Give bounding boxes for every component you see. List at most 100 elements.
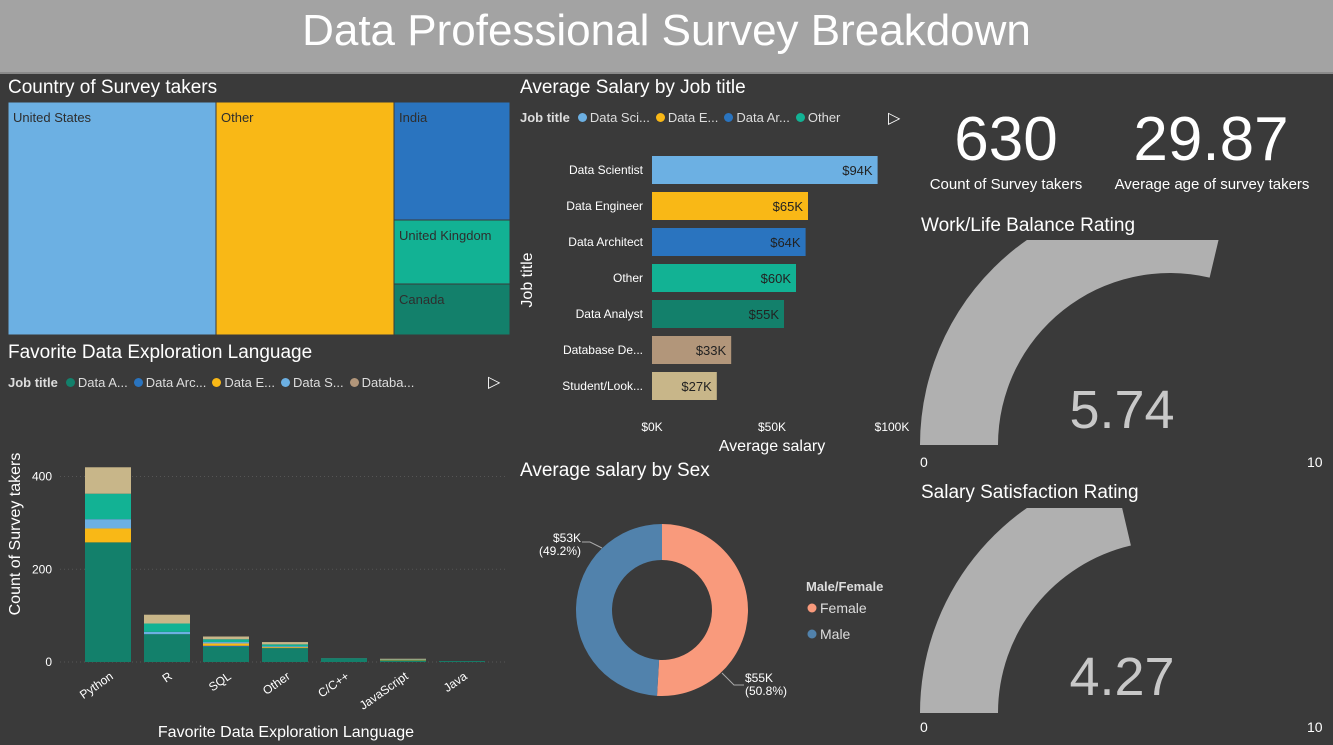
lang-bar-other-data-e[interactable] [262, 647, 308, 649]
donut-slice-female[interactable] [656, 524, 748, 696]
lang-bar-javascript-databa[interactable] [380, 658, 426, 660]
sex-salary-title: Average salary by Sex [520, 460, 710, 481]
lang-legend-next-icon[interactable]: ▷ [488, 374, 501, 391]
job-x-tick-label: $50K [758, 420, 786, 434]
gauge-worklife-title: Work/Life Balance Rating [921, 215, 1136, 236]
title-bar: Data Professional Survey Breakdown [0, 0, 1333, 74]
lang-x-tick-label: R [160, 669, 175, 686]
job-bar-data-architect[interactable] [652, 228, 806, 256]
job-bar-database-de[interactable] [652, 336, 732, 364]
country-treemap[interactable]: United States Other India United Kingdom Can… [0, 100, 515, 340]
lang-bar-other-databa[interactable] [262, 642, 308, 645]
job-legend-label: Data E... [667, 110, 719, 125]
lang-bar-other-data-a[interactable] [262, 648, 308, 662]
lang-bar-r-databa[interactable] [144, 614, 190, 624]
gauge-salary-arc [920, 508, 1131, 713]
job-legend-item[interactable]: Data E... [655, 110, 719, 125]
gauge-salary: 4.27 0 10 [920, 508, 1323, 735]
lang-legend-item[interactable]: Data A... [65, 375, 128, 390]
lang-legend-item[interactable]: Databa... [349, 375, 414, 390]
lang-bar-java-data-a[interactable] [439, 661, 485, 662]
lang-legend-item[interactable]: Data Arc... [133, 375, 207, 390]
lang-bar-other-data-s[interactable] [262, 646, 308, 648]
lang-bar-python-data-e[interactable] [85, 528, 131, 543]
treemap-cell-india[interactable] [393, 101, 511, 221]
lang-bar-python-data-s[interactable] [85, 519, 131, 529]
job-salary-chart: Data Scientist $94K Data Engineer $65K Data … [519, 156, 910, 455]
job-bar-other[interactable] [652, 264, 796, 292]
lang-x-tick-label: SQL [206, 669, 234, 694]
kpi-count-label: Count of Survey takers [929, 176, 1083, 193]
lang-legend-item[interactable]: Data S... [281, 375, 344, 390]
lang-bar-sql-databa[interactable] [203, 636, 249, 640]
donut-legend-label-female[interactable]: Female [820, 600, 867, 616]
job-salary-title: Average Salary by Job title [520, 77, 746, 98]
lang-bar-python-data-a[interactable] [85, 542, 131, 662]
sex-salary-chart: $55K(50.8%) $53K(49.2%) Male/Female Female M… [539, 524, 883, 698]
lang-bar-sql-data-s[interactable] [203, 642, 249, 644]
lang-chart-title: Favorite Data Exploration Language [8, 342, 313, 363]
job-bar-data-analyst[interactable] [652, 300, 784, 328]
job-legend-label: Other [807, 110, 841, 125]
treemap-label-other: Other [221, 110, 254, 125]
job-legend-item[interactable]: Data Ar... [724, 110, 790, 125]
job-bar-data-label: $27K [681, 379, 712, 394]
lang-legend-label: Data A... [77, 375, 128, 390]
kpi-age-label: Average age of survey takers [1114, 176, 1310, 193]
donut-legend-label-male[interactable]: Male [820, 626, 851, 642]
job-legend-label: Data Sci... [589, 110, 650, 125]
lang-legend-label: Data Arc... [145, 375, 207, 390]
lang-x-axis-title: Favorite Data Exploration Language [158, 724, 414, 741]
treemap-cell-other[interactable] [215, 101, 395, 336]
job-bar-category-label: Data Architect [568, 235, 643, 249]
treemap-cell-united-states[interactable] [7, 101, 217, 336]
donut-legend-title: Male/Female [806, 579, 883, 594]
job-legend-item[interactable]: Data Sci... [577, 110, 650, 125]
lang-bar-sql-data-a[interactable] [203, 646, 249, 662]
gauge-worklife-max: 10 [1307, 454, 1323, 470]
lang-bar-javascript-data-a[interactable] [380, 660, 426, 662]
treemap-cell-canada[interactable] [393, 283, 511, 336]
lang-bar-r-other[interactable] [144, 623, 190, 632]
job-legend-next-icon[interactable]: ▷ [888, 110, 901, 127]
job-bar-data-label: $94K [842, 163, 873, 178]
job-legend-item[interactable]: Other [795, 110, 841, 125]
lang-x-tick-label: Other [260, 669, 293, 698]
lang-bar-r-data-a[interactable] [144, 634, 190, 662]
job-salary-legend: Job title Data Sci... Data E... Data Ar...… [520, 110, 846, 125]
lang-legend-label: Data E... [224, 375, 275, 390]
job-legend-dot-icon [577, 113, 587, 122]
job-bar-student-look[interactable] [652, 372, 717, 400]
donut-slice-male[interactable] [576, 524, 662, 696]
job-bar-category-label: Data Engineer [566, 199, 643, 213]
job-bar-data-engineer[interactable] [652, 192, 808, 220]
job-bar-category-label: Data Scientist [569, 163, 644, 177]
lang-bar-sql-data-e[interactable] [203, 643, 249, 646]
job-legend-dot-icon [655, 113, 665, 122]
donut-male-pct-label: (49.2%) [539, 544, 581, 558]
lang-legend-item[interactable]: Data E... [212, 375, 275, 390]
lang-bar-c-c-data-a[interactable] [321, 658, 367, 662]
lang-bar-sql-other[interactable] [203, 639, 249, 643]
lang-bar-sql-data-arc[interactable] [203, 645, 249, 647]
job-bar-data-scientist[interactable] [652, 156, 878, 184]
lang-legend-dot-icon [65, 378, 75, 387]
treemap-cell-united-kingdom[interactable] [393, 219, 511, 285]
kpi-age-value: 29.87 [1133, 105, 1289, 174]
job-bar-data-label: $33K [696, 343, 727, 358]
lang-bar-other-other[interactable] [262, 644, 308, 647]
job-bar-category-label: Database De... [563, 343, 643, 357]
gauge-salary-max: 10 [1307, 719, 1323, 735]
donut-legend-dot-icon [807, 629, 817, 639]
lang-bar-python-databa[interactable] [85, 467, 131, 494]
gauge-salary-min: 0 [920, 719, 928, 735]
lang-bar-r-data-s[interactable] [144, 631, 190, 635]
donut-female-pct-label: (50.8%) [745, 684, 787, 698]
lang-bar-python-other[interactable] [85, 493, 131, 520]
lang-y-tick-label: 0 [45, 655, 52, 669]
job-x-tick-label: $100K [875, 420, 910, 434]
lang-y-tick-label: 200 [32, 562, 52, 576]
donut-male-value-label: $53K [553, 531, 581, 545]
lang-y-axis-title: Count of Survey takers [7, 453, 24, 616]
lang-legend-dot-icon [212, 378, 222, 387]
